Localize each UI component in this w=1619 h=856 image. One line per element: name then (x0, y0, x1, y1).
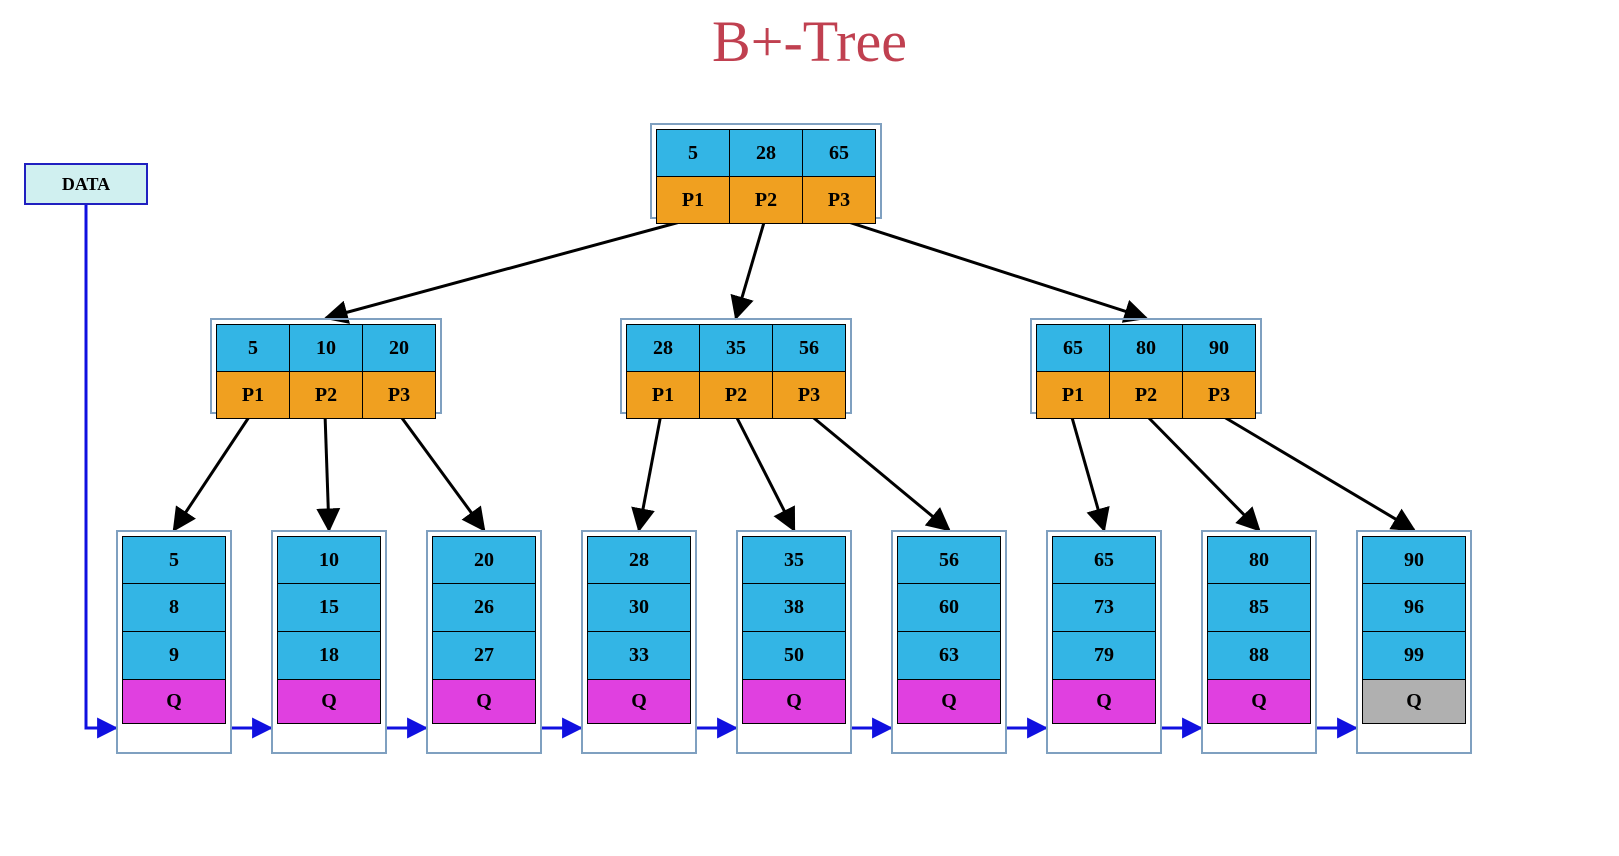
level1-node-0: 51020P1P2P3 (210, 318, 442, 414)
diagram-title: B+-Tree (0, 8, 1619, 75)
leaf-0-value-1: 8 (122, 584, 226, 632)
leaf-node-3: 283033Q (581, 530, 697, 754)
leaf-6-value-2: 79 (1052, 632, 1156, 680)
leaf-node-1: 101518Q (271, 530, 387, 754)
leaf-node-2: 202627Q (426, 530, 542, 754)
leaf-4-value-0: 35 (742, 536, 846, 584)
leaf-node-8: 909699Q (1356, 530, 1472, 754)
leaf-4-value-2: 50 (742, 632, 846, 680)
root-node-key-0: 5 (657, 130, 730, 177)
root-node-ptr-2: P3 (803, 177, 876, 224)
level1-node-2-key-2: 90 (1183, 325, 1256, 372)
level1-node-2-key-1: 80 (1110, 325, 1183, 372)
leaf-5-value-0: 56 (897, 536, 1001, 584)
leaf-2-value-1: 26 (432, 584, 536, 632)
leaf-7-link-q: Q (1207, 680, 1311, 724)
root-node: 52865P1P2P3 (650, 123, 882, 219)
leaf-2-link-q: Q (432, 680, 536, 724)
level1-node-1: 283556P1P2P3 (620, 318, 852, 414)
leaf-8-value-1: 96 (1362, 584, 1466, 632)
leaf-1-value-1: 15 (277, 584, 381, 632)
level1-node-1-ptr-1: P2 (700, 372, 773, 419)
level1-node-2-ptr-2: P3 (1183, 372, 1256, 419)
leaf-6-value-1: 73 (1052, 584, 1156, 632)
level1-node-1-ptr-2: P3 (773, 372, 846, 419)
leaf-1-value-0: 10 (277, 536, 381, 584)
leaf-8-value-2: 99 (1362, 632, 1466, 680)
leaf-node-0: 589Q (116, 530, 232, 754)
level1-node-2-ptr-1: P2 (1110, 372, 1183, 419)
leaf-5-value-2: 63 (897, 632, 1001, 680)
leaf-4-value-1: 38 (742, 584, 846, 632)
level1-node-1-key-2: 56 (773, 325, 846, 372)
root-node-ptr-0: P1 (657, 177, 730, 224)
leaf-1-link-q: Q (277, 680, 381, 724)
leaf-8-link-q: Q (1362, 680, 1466, 724)
leaf-1-value-2: 18 (277, 632, 381, 680)
level1-node-0-key-0: 5 (217, 325, 290, 372)
level1-node-2-key-0: 65 (1037, 325, 1110, 372)
level1-node-1-key-0: 28 (627, 325, 700, 372)
data-label-box: DATA (24, 163, 148, 205)
leaf-node-5: 566063Q (891, 530, 1007, 754)
leaf-node-6: 657379Q (1046, 530, 1162, 754)
leaf-node-4: 353850Q (736, 530, 852, 754)
leaf-3-value-2: 33 (587, 632, 691, 680)
leaf-8-value-0: 90 (1362, 536, 1466, 584)
root-node-ptr-1: P2 (730, 177, 803, 224)
leaf-0-value-2: 9 (122, 632, 226, 680)
level1-node-2-ptr-0: P1 (1037, 372, 1110, 419)
leaf-3-value-1: 30 (587, 584, 691, 632)
leaf-7-value-0: 80 (1207, 536, 1311, 584)
root-node-key-2: 65 (803, 130, 876, 177)
leaf-3-value-0: 28 (587, 536, 691, 584)
level1-node-0-ptr-0: P1 (217, 372, 290, 419)
leaf-2-value-2: 27 (432, 632, 536, 680)
leaf-4-link-q: Q (742, 680, 846, 724)
level1-node-0-ptr-2: P3 (363, 372, 436, 419)
leaf-7-value-2: 88 (1207, 632, 1311, 680)
leaf-5-value-1: 60 (897, 584, 1001, 632)
root-node-key-1: 28 (730, 130, 803, 177)
level1-node-1-key-1: 35 (700, 325, 773, 372)
leaf-0-link-q: Q (122, 680, 226, 724)
leaf-node-7: 808588Q (1201, 530, 1317, 754)
leaf-5-link-q: Q (897, 680, 1001, 724)
leaf-2-value-0: 20 (432, 536, 536, 584)
level1-node-0-key-2: 20 (363, 325, 436, 372)
level1-node-0-ptr-1: P2 (290, 372, 363, 419)
level1-node-0-key-1: 10 (290, 325, 363, 372)
leaf-6-link-q: Q (1052, 680, 1156, 724)
level1-node-1-ptr-0: P1 (627, 372, 700, 419)
leaf-7-value-1: 85 (1207, 584, 1311, 632)
level1-node-2: 658090P1P2P3 (1030, 318, 1262, 414)
leaf-0-value-0: 5 (122, 536, 226, 584)
leaf-3-link-q: Q (587, 680, 691, 724)
leaf-6-value-0: 65 (1052, 536, 1156, 584)
